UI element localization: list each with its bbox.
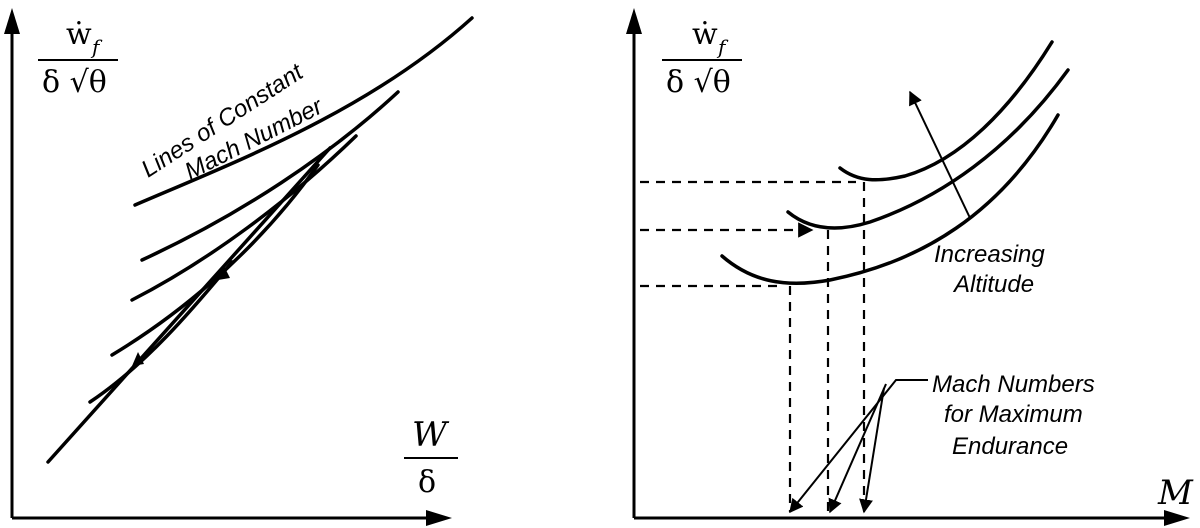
right-x-axis-arrowhead — [1164, 510, 1190, 526]
svg-text:Altitude: Altitude — [952, 271, 1034, 298]
callout-leader-3 — [859, 387, 885, 514]
left-chart: ẇ f δ √θ W δ Lines of Constant Mach Numb… — [4, 8, 474, 526]
increasing-altitude-arrow — [909, 90, 971, 219]
svg-text:δ √θ: δ √θ — [666, 65, 731, 100]
altitude-curve-mid — [786, 68, 1070, 230]
svg-text:for Maximum: for Maximum — [944, 401, 1083, 428]
left-y-axis-label: ẇ f δ √θ — [38, 17, 118, 100]
constant-mach-curve-2 — [140, 90, 400, 262]
tangent-line — [46, 146, 332, 464]
left-x-axis-label: W δ — [404, 415, 458, 500]
increasing-altitude-label: Increasing Altitude — [934, 241, 1045, 298]
callout-leader-1 — [789, 379, 928, 514]
right-chart: ẇ f δ √θ M Increasing Altitude Mach N — [626, 8, 1194, 526]
max-endurance-callout: Mach Numbers for Maximum Endurance — [932, 371, 1095, 460]
svg-text:ẇ: ẇ — [66, 17, 92, 52]
altitude-curve-high — [838, 40, 1054, 182]
right-y-axis-label: ẇ f δ √θ — [662, 17, 742, 100]
svg-text:δ √θ: δ √θ — [42, 65, 107, 100]
right-x-axis-label: M — [1157, 473, 1194, 513]
svg-text:Mach Numbers: Mach Numbers — [932, 371, 1095, 398]
constant-mach-curve-1 — [133, 16, 474, 207]
svg-text:Increasing: Increasing — [934, 241, 1045, 268]
tangent-point-marker-2 — [218, 266, 230, 280]
left-x-axis-arrowhead — [426, 510, 452, 526]
svg-text:Endurance: Endurance — [952, 433, 1068, 460]
svg-text:ẇ: ẇ — [692, 17, 718, 52]
left-y-axis-arrowhead — [4, 8, 20, 34]
svg-text:W: W — [412, 415, 450, 455]
right-y-axis-arrowhead — [626, 8, 642, 34]
svg-text:f: f — [716, 35, 729, 59]
constant-mach-annotation: Lines of Constant Mach Number — [137, 58, 328, 185]
svg-text:δ: δ — [418, 465, 436, 500]
tangent-point-marker-1 — [132, 352, 144, 366]
altitude-curve-low — [720, 113, 1060, 286]
callout-leader-2 — [828, 383, 887, 514]
svg-text:f: f — [90, 35, 103, 59]
constant-mach-curve-3 — [130, 134, 358, 302]
